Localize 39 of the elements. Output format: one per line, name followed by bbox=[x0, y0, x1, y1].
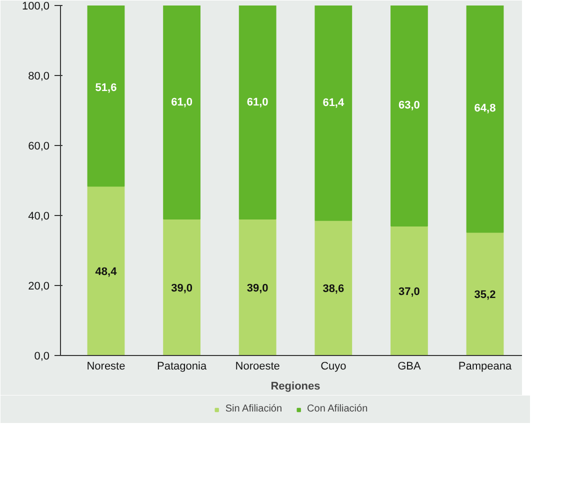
y-tick-label: 80,0 bbox=[28, 70, 50, 82]
data-label: 63,0 bbox=[398, 100, 420, 112]
bar bbox=[314, 220, 352, 356]
bar bbox=[390, 226, 428, 356]
data-label: 61,4 bbox=[322, 97, 345, 110]
x-tick-label: Pampeana bbox=[458, 360, 512, 372]
data-label: 61,0 bbox=[171, 96, 193, 109]
y-tick-label: 20,0 bbox=[28, 280, 50, 292]
data-label: 39,0 bbox=[171, 282, 193, 294]
data-label: 48,4 bbox=[95, 266, 118, 278]
bar bbox=[466, 6, 504, 233]
bar bbox=[163, 6, 200, 220]
bar bbox=[238, 6, 276, 220]
x-tick-label: Patagonia bbox=[157, 360, 208, 372]
bar bbox=[390, 6, 428, 226]
bar bbox=[87, 186, 125, 356]
y-tick-label: 100,0 bbox=[22, 0, 50, 12]
y-tick-label: 40,0 bbox=[28, 210, 50, 222]
data-label: 39,0 bbox=[246, 282, 268, 294]
data-label: 37,0 bbox=[398, 286, 420, 298]
data-label: 35,2 bbox=[474, 288, 496, 301]
x-axis-title: Regiones bbox=[270, 380, 320, 392]
bar bbox=[238, 218, 276, 356]
bar bbox=[163, 218, 200, 356]
y-tick-label: 60,0 bbox=[28, 140, 50, 152]
x-tick-label: Noroeste bbox=[235, 360, 280, 372]
y-tick-label: 0,0 bbox=[34, 350, 50, 362]
bar bbox=[314, 6, 352, 221]
data-label: 51,6 bbox=[95, 82, 117, 94]
data-label: 61,0 bbox=[246, 96, 268, 109]
legend-label: Sin Afiliación bbox=[225, 404, 282, 414]
x-tick-label: GBA bbox=[398, 360, 422, 372]
x-tick-label: Cuyo bbox=[320, 360, 346, 372]
legend-label: Con Afiliación bbox=[307, 404, 368, 414]
bar bbox=[87, 6, 125, 187]
x-tick-label: Noreste bbox=[86, 360, 126, 372]
data-label: 64,8 bbox=[474, 102, 496, 115]
bar bbox=[466, 232, 504, 356]
data-label: 38,6 bbox=[322, 282, 344, 295]
